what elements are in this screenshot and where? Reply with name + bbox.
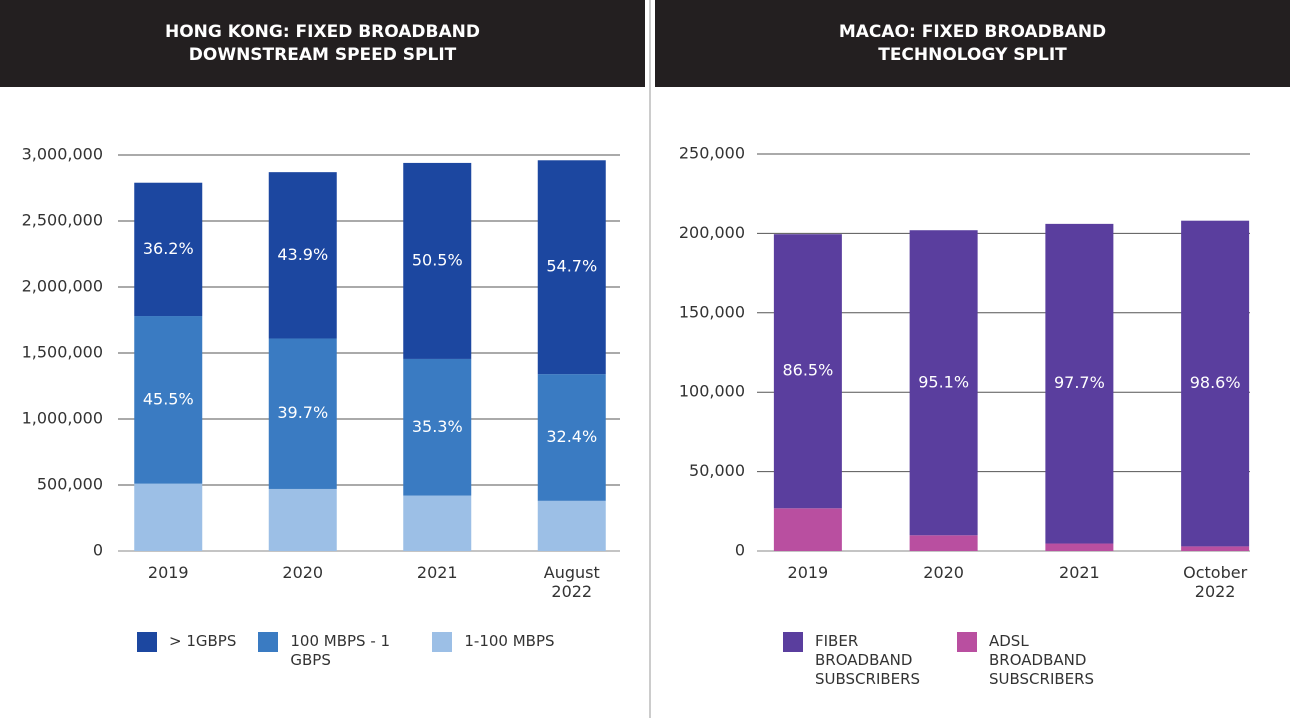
- y-tick-label: 1,000,000: [22, 409, 103, 428]
- y-tick-label: 1,500,000: [22, 343, 103, 362]
- share-label: 54.7%: [546, 257, 597, 276]
- share-label: 50.5%: [412, 250, 463, 269]
- y-tick-label: 50,000: [689, 461, 745, 480]
- y-tick-label: 2,000,000: [22, 277, 103, 296]
- x-tick-label: 2021: [1059, 563, 1100, 582]
- bar-segment: [1045, 223, 1114, 544]
- legend-item: FIBER BROADBAND SUBSCRIBERS: [783, 632, 935, 689]
- legend: > 1GBPS 100 MBPS - 1 GBPS 1-100 MBPS: [137, 632, 637, 670]
- bar-segment: [403, 358, 472, 496]
- legend-item: 1-100 MBPS: [432, 632, 555, 670]
- y-tick-label: 0: [735, 541, 745, 560]
- chart-title: MACAO: FIXED BROADBAND TECHNOLOGY SPLIT: [655, 0, 1290, 87]
- legend-swatch: [432, 632, 453, 652]
- share-label: 95.1%: [918, 372, 969, 391]
- x-tick-label: 2021: [416, 563, 458, 582]
- bar-segment: [268, 172, 337, 339]
- bar-segment: [134, 483, 203, 551]
- legend: FIBER BROADBAND SUBSCRIBERS ADSL BROADBAN…: [783, 632, 1283, 689]
- bar-segment: [268, 338, 337, 489]
- bar-segment: [1181, 546, 1250, 551]
- y-tick-label: 0: [93, 541, 103, 560]
- share-label: 45.5%: [143, 389, 194, 408]
- bar-segment: [268, 488, 337, 551]
- share-label: 32.4%: [546, 427, 597, 446]
- legend-item: 100 MBPS - 1 GBPS: [258, 632, 410, 670]
- legend-label: 100 MBPS - 1 GBPS: [290, 632, 391, 669]
- legend-label: FIBER BROADBAND SUBSCRIBERS: [815, 632, 921, 688]
- bar-segment: [134, 316, 203, 484]
- y-tick-label: 250,000: [679, 144, 745, 163]
- y-tick-label: 500,000: [37, 475, 103, 494]
- x-tick-label: 2020: [282, 563, 324, 582]
- x-tick-label: August 2022: [543, 563, 600, 601]
- legend-swatch: [783, 632, 803, 652]
- x-tick-label: 2020: [923, 563, 964, 582]
- y-tick-label: 200,000: [679, 223, 745, 242]
- y-tick-label: 3,000,000: [22, 145, 103, 164]
- legend-item: > 1GBPS: [137, 632, 236, 670]
- bar-segment: [537, 500, 606, 551]
- y-tick-label: 2,500,000: [22, 211, 103, 230]
- legend-swatch: [258, 632, 279, 652]
- bar-segment: [909, 535, 978, 551]
- share-label: 39.7%: [277, 403, 328, 422]
- bar-segment: [403, 162, 472, 359]
- y-tick-label: 150,000: [679, 302, 745, 321]
- bar-segment: [537, 374, 606, 501]
- legend-item: ADSL BROADBAND SUBSCRIBERS: [957, 632, 1109, 689]
- share-label: 97.7%: [1054, 373, 1105, 392]
- x-tick-label: 2019: [147, 563, 189, 582]
- share-label: 43.9%: [277, 245, 328, 264]
- share-label: 86.5%: [782, 361, 833, 380]
- share-label: 36.2%: [143, 239, 194, 258]
- legend-label: 1-100 MBPS: [464, 632, 555, 650]
- share-label: 98.6%: [1190, 373, 1241, 392]
- legend-label: ADSL BROADBAND SUBSCRIBERS: [989, 632, 1095, 688]
- share-label: 35.3%: [412, 417, 463, 436]
- bar-segment: [537, 160, 606, 375]
- y-tick-label: 100,000: [679, 382, 745, 401]
- x-tick-label: 2019: [787, 563, 829, 582]
- bar-segment: [134, 182, 203, 317]
- bar-segment: [909, 230, 978, 536]
- x-tick-label: October 2022: [1183, 563, 1248, 601]
- legend-swatch: [137, 632, 157, 652]
- chart-title: HONG KONG: FIXED BROADBAND DOWNSTREAM SP…: [0, 0, 645, 87]
- legend-swatch: [957, 632, 977, 652]
- legend-label: > 1GBPS: [169, 632, 237, 650]
- bar-segment: [773, 234, 842, 509]
- bar-segment: [1045, 543, 1114, 551]
- bar-segment: [403, 495, 472, 551]
- bar-segment: [1181, 220, 1250, 547]
- bar-segment: [773, 508, 842, 551]
